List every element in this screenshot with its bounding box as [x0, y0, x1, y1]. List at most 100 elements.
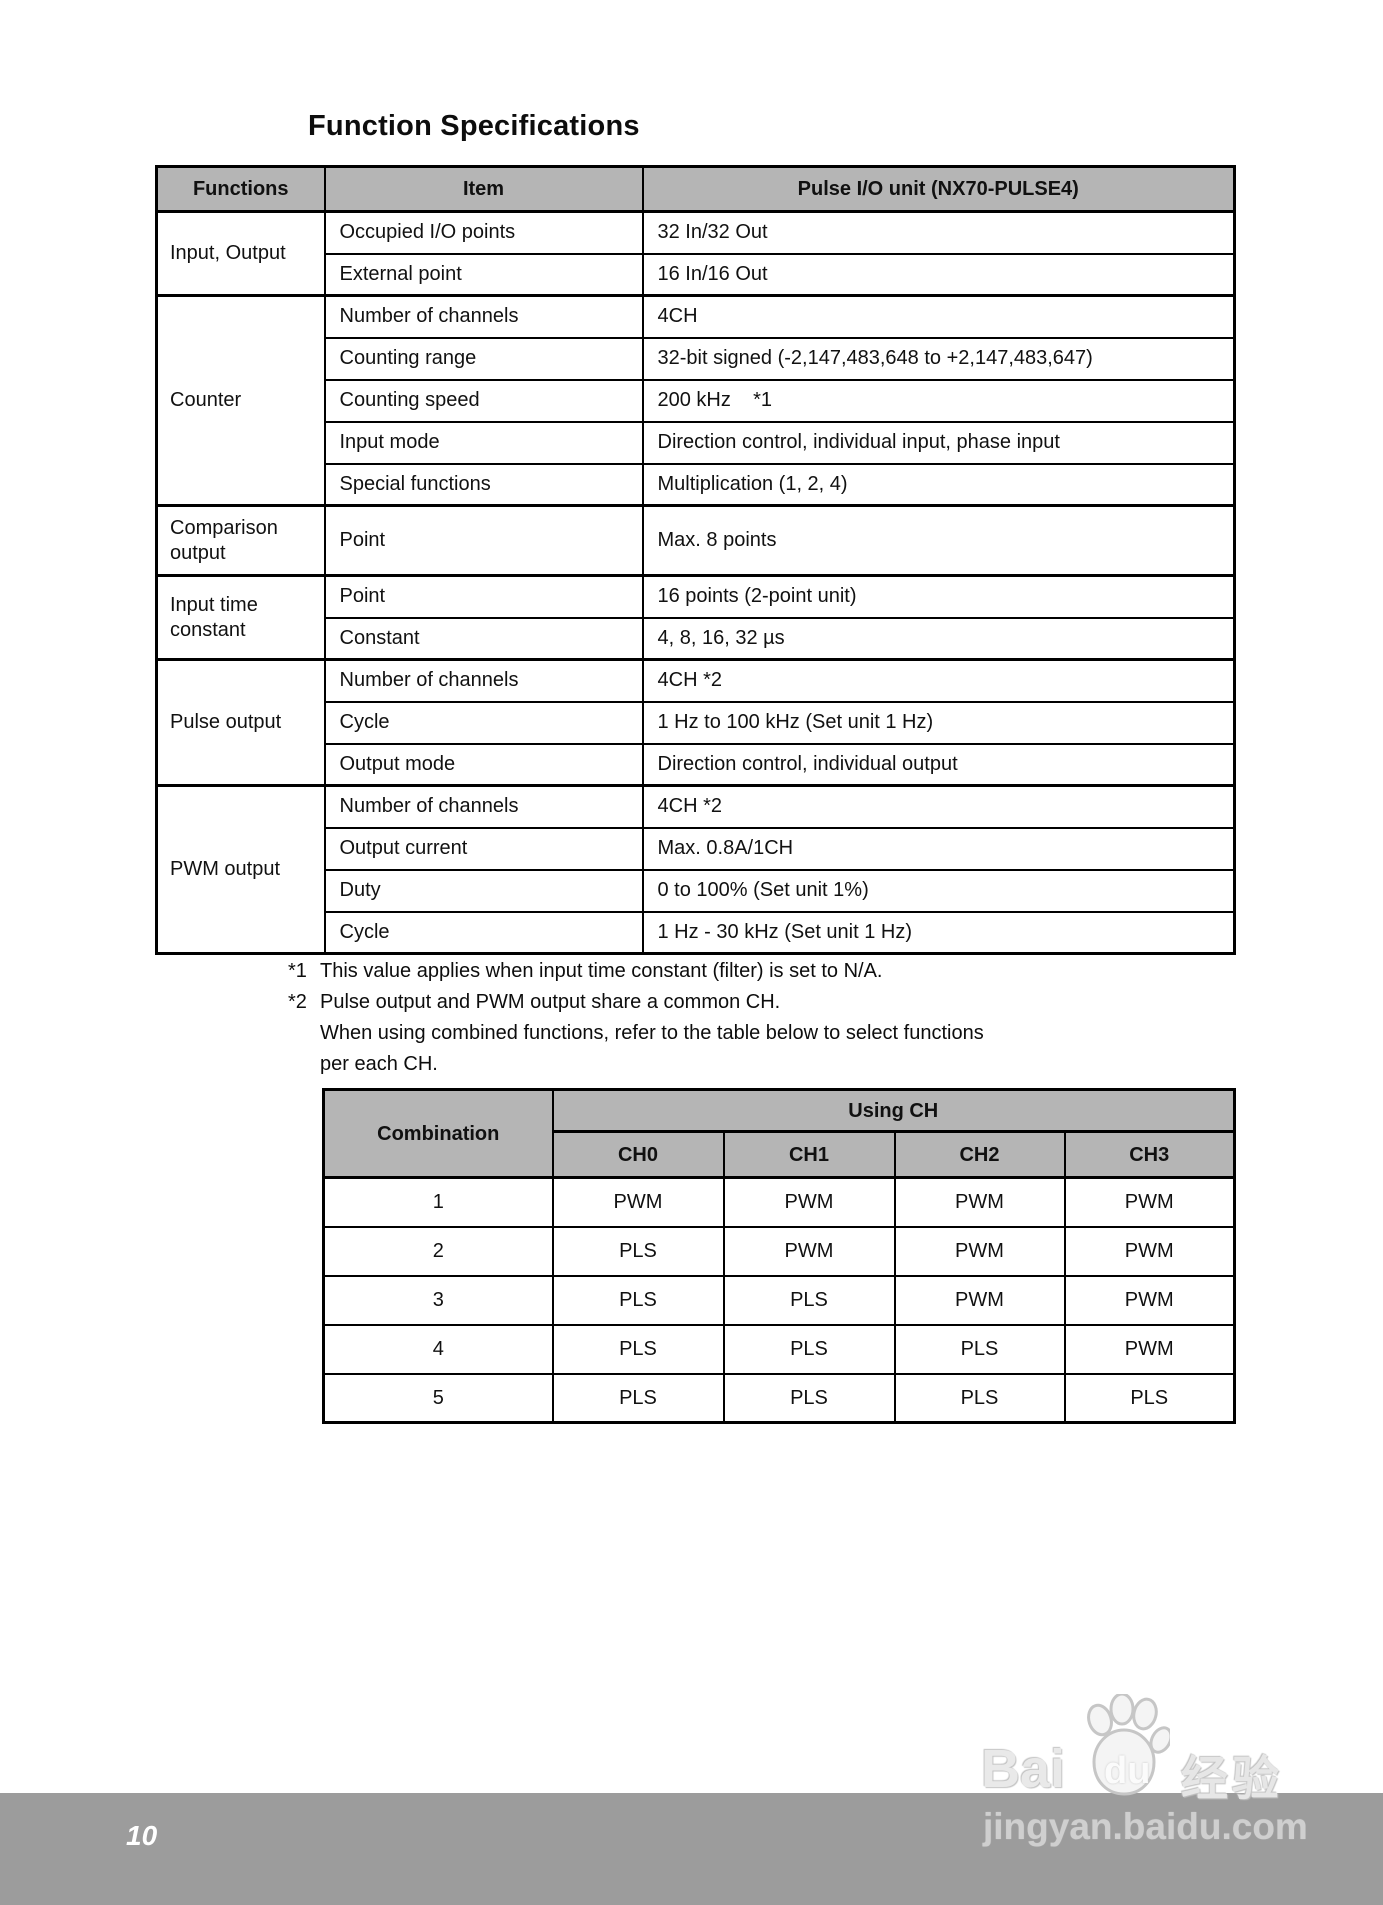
combination-number: 3 — [322, 1274, 554, 1326]
table-row: External point 16 In/16 Out — [157, 252, 1236, 297]
value-cell: 16 In/16 Out — [641, 252, 1236, 297]
value-cell: 200 kHz *1 — [641, 378, 1236, 423]
page-title: Function Specifications — [308, 110, 640, 142]
table-row: Pulse output Number of channels 4CH *2 — [155, 658, 1236, 787]
ch-value: PWM — [1063, 1225, 1236, 1277]
table-row: Duty 0 to 100% (Set unit 1%) — [157, 868, 1236, 913]
item-cell: Duty — [323, 868, 644, 913]
watermark-brand-cn: 经验 — [1181, 1752, 1283, 1805]
value-cell: Direction control, individual input, pha… — [641, 420, 1236, 465]
ch-value: PLS — [722, 1372, 896, 1424]
combination-number: 5 — [322, 1372, 554, 1424]
ch-value: PWM — [722, 1225, 896, 1277]
item-cell: Point — [323, 504, 644, 577]
ch-value: PLS — [893, 1372, 1066, 1424]
table-row: 5 PLS PLS PLS PLS — [322, 1372, 1236, 1424]
combo-header-row: Combination Using CH — [322, 1088, 1236, 1179]
ch-value: PWM — [893, 1225, 1066, 1277]
item-cell: Constant — [323, 616, 644, 661]
watermark-url: jingyan.baidu.com — [983, 1806, 1308, 1847]
spec-header-item: Item — [323, 165, 644, 213]
table-row: 2 PLS PWM PWM PWM — [322, 1225, 1236, 1277]
spec-header-functions: Functions — [155, 165, 326, 213]
watermark-brand-text: Bai — [981, 1739, 1066, 1799]
value-cell: 32-bit signed (-2,147,483,648 to +2,147,… — [641, 336, 1236, 381]
combination-number: 1 — [322, 1176, 554, 1228]
combo-header-using-ch: Using CH — [551, 1088, 1236, 1133]
function-group-label: Pulse output — [155, 658, 326, 787]
function-group-label: Input time constant — [155, 574, 326, 661]
ch-value: PLS — [551, 1323, 725, 1375]
value-cell: 4, 8, 16, 32 µs — [641, 616, 1236, 661]
watermark-brand-text: du — [1104, 1750, 1151, 1792]
table-row: 1 PWM PWM PWM PWM — [322, 1176, 1236, 1228]
value-cell: 1 Hz - 30 kHz (Set unit 1 Hz) — [641, 910, 1236, 955]
baidu-watermark: Bai du 经验 jingyan.baidu.com — [975, 1692, 1315, 1862]
spec-header-unit: Pulse I/O unit (NX70-PULSE4) — [641, 165, 1236, 213]
footnote-marker: *2 — [288, 991, 307, 1013]
table-row: Counting speed 200 kHz *1 — [157, 378, 1236, 423]
ch-value: PLS — [551, 1274, 725, 1326]
combo-subheader-row: CH0 CH1 CH2 CH3 — [324, 1130, 1236, 1179]
combo-header-ch2: CH2 — [893, 1130, 1066, 1179]
combo-header-combination: Combination — [322, 1088, 554, 1179]
function-group-label: Input, Output — [155, 210, 326, 297]
footnotes: *1 This value applies when input time co… — [288, 956, 984, 1080]
ch-value: PLS — [551, 1372, 725, 1424]
value-cell: 16 points (2-point unit) — [641, 574, 1236, 619]
ch-value: PLS — [893, 1323, 1066, 1375]
item-cell: Point — [323, 574, 644, 619]
table-row: Constant 4, 8, 16, 32 µs — [157, 616, 1236, 661]
paw-print-icon — [1087, 1694, 1170, 1796]
combination-number: 2 — [322, 1225, 554, 1277]
ch-value: PWM — [1063, 1176, 1236, 1228]
table-row: Input time constant Point 16 points (2-p… — [155, 574, 1236, 661]
value-cell: Multiplication (1, 2, 4) — [641, 462, 1236, 507]
item-cell: External point — [323, 252, 644, 297]
item-cell: Number of channels — [323, 784, 644, 829]
table-row: Counter Number of channels 4CH — [155, 294, 1236, 507]
item-cell: Cycle — [323, 910, 644, 955]
ch-value: PLS — [551, 1225, 725, 1277]
spec-header-row: Functions Item Pulse I/O unit (NX70-PULS… — [155, 165, 1236, 213]
ch-value: PWM — [551, 1176, 725, 1228]
item-cell: Number of channels — [323, 294, 644, 339]
footnote-text: This value applies when input time const… — [320, 960, 883, 982]
ch-value: PWM — [893, 1176, 1066, 1228]
footnote-text: Pulse output and PWM output share a comm… — [320, 991, 984, 1075]
footnote-marker: *1 — [288, 960, 307, 982]
combo-header-ch0: CH0 — [551, 1130, 725, 1179]
table-row: Input, Output Occupied I/O points 32 In/… — [155, 210, 1236, 297]
combination-number: 4 — [322, 1323, 554, 1375]
value-cell: Max. 0.8A/1CH — [641, 826, 1236, 871]
table-row: PWM output Number of channels 4CH *2 — [155, 784, 1236, 955]
table-row: Cycle 1 Hz to 100 kHz (Set unit 1 Hz) — [157, 700, 1236, 745]
value-cell: 4CH — [641, 294, 1236, 339]
table-row: Counting range 32-bit signed (-2,147,483… — [157, 336, 1236, 381]
value-cell: Max. 8 points — [641, 504, 1236, 577]
ch-value: PWM — [1063, 1323, 1236, 1375]
combo-header-ch1: CH1 — [722, 1130, 896, 1179]
page-number: 10 — [126, 1820, 158, 1851]
ch-value: PLS — [722, 1323, 896, 1375]
table-row: Comparison output Point Max. 8 points — [155, 504, 1236, 577]
function-group-label: PWM output — [155, 784, 326, 955]
ch-value: PWM — [893, 1274, 1066, 1326]
function-group-label: Comparison output — [155, 504, 326, 577]
function-spec-table: Functions Item Pulse I/O unit (NX70-PULS… — [155, 165, 1236, 955]
table-row: Input mode Direction control, individual… — [157, 420, 1236, 465]
item-cell: Special functions — [323, 462, 644, 507]
ch-value: PWM — [1063, 1274, 1236, 1326]
footnote-2: *2 Pulse output and PWM output share a c… — [288, 987, 984, 1080]
table-row: Output current Max. 0.8A/1CH — [157, 826, 1236, 871]
function-group-label: Counter — [155, 294, 326, 507]
value-cell: Direction control, individual output — [641, 742, 1236, 787]
ch-value: PWM — [722, 1176, 896, 1228]
item-cell: Occupied I/O points — [323, 210, 644, 255]
ch-value: PLS — [1063, 1372, 1236, 1424]
item-cell: Counting speed — [323, 378, 644, 423]
combo-header-ch3: CH3 — [1063, 1130, 1236, 1179]
item-cell: Number of channels — [323, 658, 644, 703]
value-cell: 4CH *2 — [641, 784, 1236, 829]
